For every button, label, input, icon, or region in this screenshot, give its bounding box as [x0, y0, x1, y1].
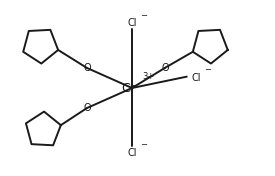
Text: O: O — [83, 63, 91, 73]
Text: Cl: Cl — [127, 18, 137, 28]
Text: Cr: Cr — [121, 81, 135, 95]
Text: −: − — [204, 65, 211, 74]
Text: O: O — [161, 63, 169, 73]
Text: −: − — [140, 11, 147, 20]
Text: Cl: Cl — [127, 148, 137, 158]
Text: −: − — [140, 140, 147, 149]
Text: 3+: 3+ — [142, 72, 155, 81]
Text: O: O — [83, 103, 91, 113]
Text: Cl: Cl — [192, 73, 201, 83]
